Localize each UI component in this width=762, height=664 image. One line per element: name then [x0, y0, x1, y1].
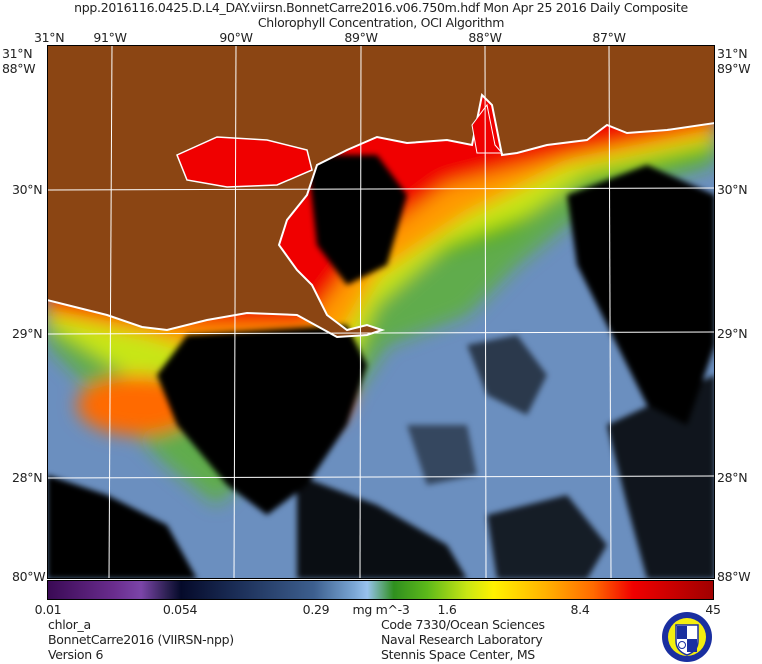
lon-label: 90°W [219, 30, 253, 45]
colorbar-tick: 1.6 [437, 602, 457, 617]
colorbar-tick: 0.01 [34, 602, 62, 617]
lat-label: 30°N [12, 182, 43, 197]
corner-label: 88°W [717, 569, 751, 584]
title-line2: Chlorophyll Concentration, OCI Algorithm [257, 15, 505, 30]
corner-label: 31°N [2, 46, 33, 61]
mobile-bay [471, 103, 504, 154]
lon-label: 91°W [93, 30, 127, 45]
lake-pontchartrain [176, 136, 313, 188]
lat-label: 30°N [717, 182, 748, 197]
graticule [48, 46, 714, 578]
footer-left-line: Version 6 [48, 647, 104, 662]
colorbar-units: mg m^-3 [352, 602, 410, 617]
corner-label: 88°W [2, 61, 36, 76]
lat-label: 28°N [717, 470, 748, 485]
lon-label: 89°W [344, 30, 378, 45]
colorbar [47, 580, 714, 600]
cloud-mask [48, 155, 714, 578]
lat-label: 29°N [717, 326, 748, 341]
footer-left-line: BonnetCarre2016 (VIIRSN-npp) [48, 632, 234, 647]
corner-label: 31°N [717, 46, 748, 61]
colorbar-tick: 0.054 [162, 602, 198, 617]
corner-label: 89°W [717, 61, 751, 76]
lat-label: 28°N [12, 470, 43, 485]
chlorophyll-map [47, 45, 715, 579]
land-mass [48, 46, 714, 339]
nrl-seal-logo [662, 612, 712, 662]
footer-left-line: chlor_a [48, 617, 91, 632]
corner-label: 31°N [34, 30, 65, 45]
footer-right-line: Naval Research Laboratory [381, 632, 543, 647]
footer-right-line: Code 7330/Ocean Sciences [381, 617, 545, 632]
corner-label: 80°W [12, 569, 46, 584]
lon-label: 88°W [468, 30, 502, 45]
title-line1: npp.2016116.0425.D.L4_DAY.viirsn.BonnetC… [74, 0, 688, 15]
colorbar-tick: 8.4 [570, 602, 590, 617]
footer-right-line: Stennis Space Center, MS [381, 647, 535, 662]
lon-label: 87°W [592, 30, 626, 45]
colorbar-tick: 0.29 [302, 602, 330, 617]
colorbar-tick: 45 [705, 602, 721, 617]
lat-label: 29°N [12, 326, 43, 341]
